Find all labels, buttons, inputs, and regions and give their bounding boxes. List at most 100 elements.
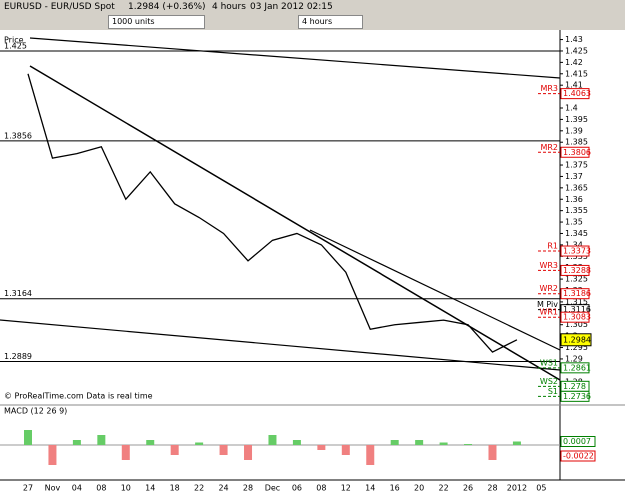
trendline [29,37,561,79]
y-tick-label: 1.355 [565,206,588,215]
pivot-name: WR2 [539,284,558,293]
macd-bar [146,440,155,445]
pivot-name: M Piv [537,300,558,309]
pivot-box [560,288,590,300]
x-tick-label: 18 [170,484,180,493]
x-tick-label: 08 [316,484,326,493]
y-tick-label: 1.42 [565,58,583,67]
panel-title: MACD (12 26 9) [4,407,67,416]
x-tick-label: Dec [265,484,280,493]
pivot-box [560,146,590,158]
panel-title: Price [4,36,24,45]
y-tick-label: 1.395 [565,115,588,124]
units-select[interactable]: 1000 units [108,15,205,29]
pivot-box [560,362,590,374]
x-tick-label: 22 [438,484,448,493]
last-price-box [560,333,592,347]
pivot-value: 1.3288 [563,266,591,275]
value-label: 0.0007 [563,437,591,446]
value-box [560,436,596,447]
chart: Price © ProRealTime.com Data is real tim… [0,30,625,499]
chart-bg [0,30,625,499]
pivot-value: 1.3186 [563,289,591,298]
x-tick-label: 24 [218,484,228,493]
macd-bar [195,442,204,445]
y-tick-label: 1.375 [565,161,588,170]
value-box [560,450,596,462]
x-tick-label: 08 [96,484,106,493]
x-tick-label: 10 [121,484,131,493]
pivot-name: WS2 [540,377,558,386]
pivot-box [560,390,590,402]
y-tick-label: 1.385 [565,138,588,147]
pivot-name: S1 [548,387,558,396]
price-line [27,73,518,353]
y-tick-label: 1.41 [565,81,583,90]
pivot-value: 1.3116 [563,305,591,314]
pivot-value: 1.3373 [563,247,591,256]
x-tick-label: 12 [341,484,351,493]
x-tick-label: 16 [390,484,400,493]
macd-bar [488,445,497,460]
macd-bar [268,435,277,445]
y-tick-label: 1.425 [565,46,588,55]
y-tick-label: 1.305 [565,320,588,329]
x-tick-label: 05 [536,484,546,493]
pivot-value: 1.4063 [563,89,591,98]
pivot-name: WR3 [539,261,558,270]
x-tick-label: 22 [194,484,204,493]
level-label: 1.425 [4,41,27,50]
macd-bar [24,430,32,445]
pivot-name: MR3 [540,84,558,93]
macd-bar [292,440,301,445]
y-tick-label: 1.345 [565,229,588,238]
y-tick-label: 1.295 [565,343,588,352]
macd-bar [366,445,375,465]
x-tick-label: 14 [145,484,155,493]
period-select[interactable]: 4 hours [298,15,363,29]
macd-bar [512,441,521,445]
y-tick-label: 1.29 [565,354,583,363]
last-price: 1.2984 [563,335,591,344]
y-tick-label: 1.415 [565,69,588,78]
y-tick-label: 1.35 [565,218,583,227]
y-tick-label: 1.43 [565,35,583,44]
y-tick-label: 1.34 [565,240,583,249]
macd-bar [97,435,106,445]
macd-bar [121,445,130,460]
x-tick-label: 06 [292,484,302,493]
level-label: 1.2889 [4,352,32,361]
pivot-name: MR2 [540,143,558,152]
x-tick-label: 2012 [507,484,527,493]
x-tick-label: 28 [487,484,497,493]
pivot-value: 1.3806 [563,148,591,157]
trendline [309,229,561,351]
period: 4 hours [212,2,246,12]
macd-bar [439,442,448,445]
x-tick-label: 27 [23,484,33,493]
pivot-box [560,245,590,257]
pivot-value: 1.2861 [563,363,591,372]
macd-bar [48,445,57,465]
macd-bar [170,445,179,455]
toolbar: EURUSD - EUR/USD Spot 1.2984 (+0.36%) 4 … [0,0,625,30]
macd-bar [341,445,350,455]
x-tick-label: 28 [243,484,253,493]
y-tick-label: 1.39 [565,126,583,135]
pivot-name: WS1 [540,358,558,367]
datetime: 03 Jan 2012 02:15 [250,2,333,12]
price: 1.2984 (+0.36%) [128,2,206,12]
x-tick-label: 04 [72,484,82,493]
y-tick-label: 1.365 [565,183,588,192]
y-tick-label: 1.325 [565,275,588,284]
y-tick-label: 1.4 [565,104,578,113]
pivot-box [560,264,590,276]
y-tick-label: 1.36 [565,195,583,204]
credit: © ProRealTime.com Data is real time [4,392,153,401]
pivot-value: 1.278 [563,382,586,391]
y-tick-label: 1.315 [565,297,588,306]
x-tick-label: 14 [365,484,375,493]
macd-bar [415,440,424,445]
x-tick-label: 26 [463,484,473,493]
